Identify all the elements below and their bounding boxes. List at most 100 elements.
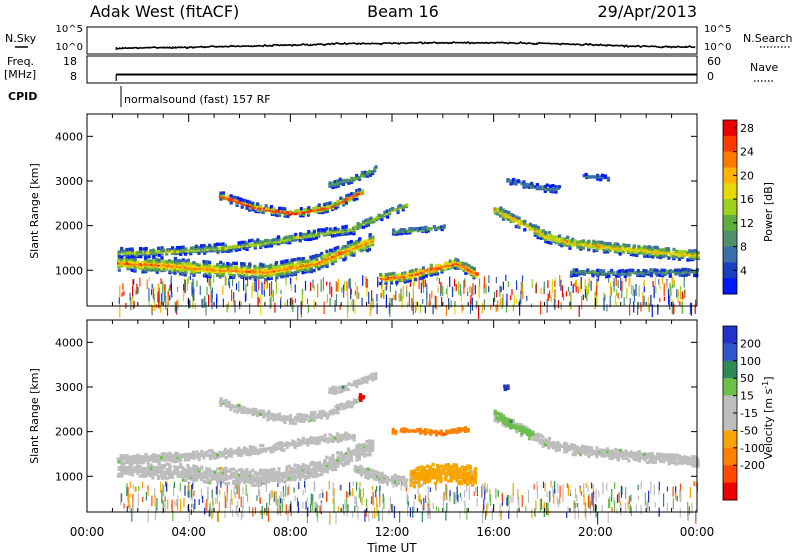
velocity-speckle bbox=[445, 510, 447, 521]
power-cell bbox=[142, 264, 146, 269]
power-speckle bbox=[167, 296, 169, 309]
power-cell bbox=[288, 266, 292, 270]
velocity-cell bbox=[235, 475, 239, 480]
velocity-cell bbox=[125, 471, 129, 475]
velocity-cell bbox=[282, 448, 286, 452]
power-speckle bbox=[580, 276, 582, 289]
power-speckle bbox=[647, 296, 649, 311]
power-cell bbox=[646, 254, 650, 258]
power-speckle bbox=[255, 279, 257, 293]
velocity-cell bbox=[256, 471, 260, 476]
power-cell bbox=[530, 183, 534, 188]
velocity-cell bbox=[149, 463, 153, 467]
velocity-cell bbox=[269, 471, 274, 476]
velocity-cell bbox=[283, 480, 287, 484]
velocity-cell bbox=[224, 402, 228, 406]
power-cell bbox=[430, 269, 434, 273]
velocity-cell bbox=[157, 467, 161, 471]
velocity-cell bbox=[463, 469, 467, 474]
noise-right-tick-top: 10^5 bbox=[704, 24, 731, 35]
velocity-cell bbox=[635, 451, 639, 455]
velocity-cell bbox=[248, 445, 252, 449]
power-cell bbox=[384, 275, 388, 279]
velocity-cell bbox=[186, 465, 190, 470]
power-cell bbox=[371, 237, 375, 242]
power-speckle bbox=[655, 287, 657, 294]
velocity-cell bbox=[493, 415, 497, 419]
power-cell bbox=[681, 267, 685, 272]
velocity-ytick-label: 2000 bbox=[55, 426, 83, 439]
velocity-cell bbox=[245, 452, 249, 456]
power-speckle bbox=[272, 290, 274, 303]
power-cell bbox=[344, 227, 348, 232]
velocity-cell bbox=[423, 473, 427, 478]
velocity-speckle bbox=[361, 496, 363, 506]
power-speckle bbox=[432, 304, 434, 315]
velocity-cell bbox=[428, 479, 432, 483]
power-cell bbox=[660, 268, 664, 272]
velocity-speckle bbox=[466, 484, 468, 492]
power-speckle bbox=[661, 278, 663, 284]
velocity-cell bbox=[227, 481, 231, 486]
velocity-cell bbox=[412, 485, 417, 489]
power-cell bbox=[551, 188, 555, 192]
velocity-speckle bbox=[595, 504, 598, 510]
power-cell bbox=[617, 269, 622, 273]
velocity-speckle bbox=[210, 508, 212, 518]
power-cell bbox=[385, 211, 389, 215]
velocity-speckle bbox=[567, 484, 569, 497]
velocity-cell bbox=[167, 470, 171, 474]
power-speckle bbox=[494, 291, 496, 302]
power-speckle bbox=[201, 299, 203, 308]
power-cell bbox=[632, 244, 636, 248]
power-cell bbox=[546, 187, 550, 192]
power-speckle bbox=[501, 297, 503, 309]
velocity-cell bbox=[240, 475, 244, 479]
power-cell bbox=[229, 265, 233, 270]
velocity-cell bbox=[364, 468, 368, 472]
power-speckle bbox=[222, 285, 224, 295]
velocity-cell bbox=[315, 439, 319, 443]
power-cell bbox=[298, 265, 302, 270]
velocity-cell bbox=[495, 416, 499, 421]
power-cell bbox=[181, 265, 185, 269]
power-speckle bbox=[540, 288, 542, 295]
power-cell bbox=[660, 272, 664, 276]
velocity-speckle bbox=[691, 503, 693, 514]
velocity-speckle bbox=[193, 490, 195, 497]
power-cell bbox=[408, 269, 412, 274]
power-cell bbox=[344, 244, 348, 249]
velocity-cell bbox=[150, 454, 154, 459]
velocity-cell bbox=[315, 436, 319, 440]
velocity-cell bbox=[184, 457, 188, 461]
power-cell bbox=[160, 246, 164, 250]
power-speckle bbox=[174, 301, 176, 312]
velocity-cell bbox=[372, 477, 376, 481]
velocity-speckle bbox=[453, 492, 455, 504]
velocity-cell bbox=[205, 471, 209, 475]
power-cell bbox=[352, 241, 356, 245]
power-cell bbox=[227, 272, 231, 276]
velocity-cell bbox=[366, 467, 370, 471]
velocity-cell bbox=[509, 426, 513, 430]
velocity-cell bbox=[192, 468, 196, 473]
velocity-cell bbox=[619, 452, 623, 456]
velocity-cell bbox=[222, 453, 226, 458]
velocity-cell bbox=[380, 473, 384, 477]
power-cell bbox=[599, 246, 604, 250]
power-cell bbox=[202, 243, 206, 248]
power-cell bbox=[647, 270, 651, 274]
power-speckle bbox=[189, 300, 191, 309]
power-cell bbox=[661, 274, 665, 278]
velocity-cell bbox=[288, 472, 292, 476]
velocity-cell bbox=[445, 429, 449, 433]
power-cell bbox=[306, 237, 310, 242]
velocity-colorbar-tick-label: 100 bbox=[740, 355, 761, 368]
velocity-cell bbox=[184, 474, 188, 478]
power-cell bbox=[226, 268, 231, 272]
velocity-cell bbox=[629, 450, 633, 454]
power-cell bbox=[373, 168, 377, 173]
velocity-cell bbox=[282, 442, 286, 446]
power-cell bbox=[171, 246, 175, 250]
power-cell bbox=[520, 219, 524, 224]
